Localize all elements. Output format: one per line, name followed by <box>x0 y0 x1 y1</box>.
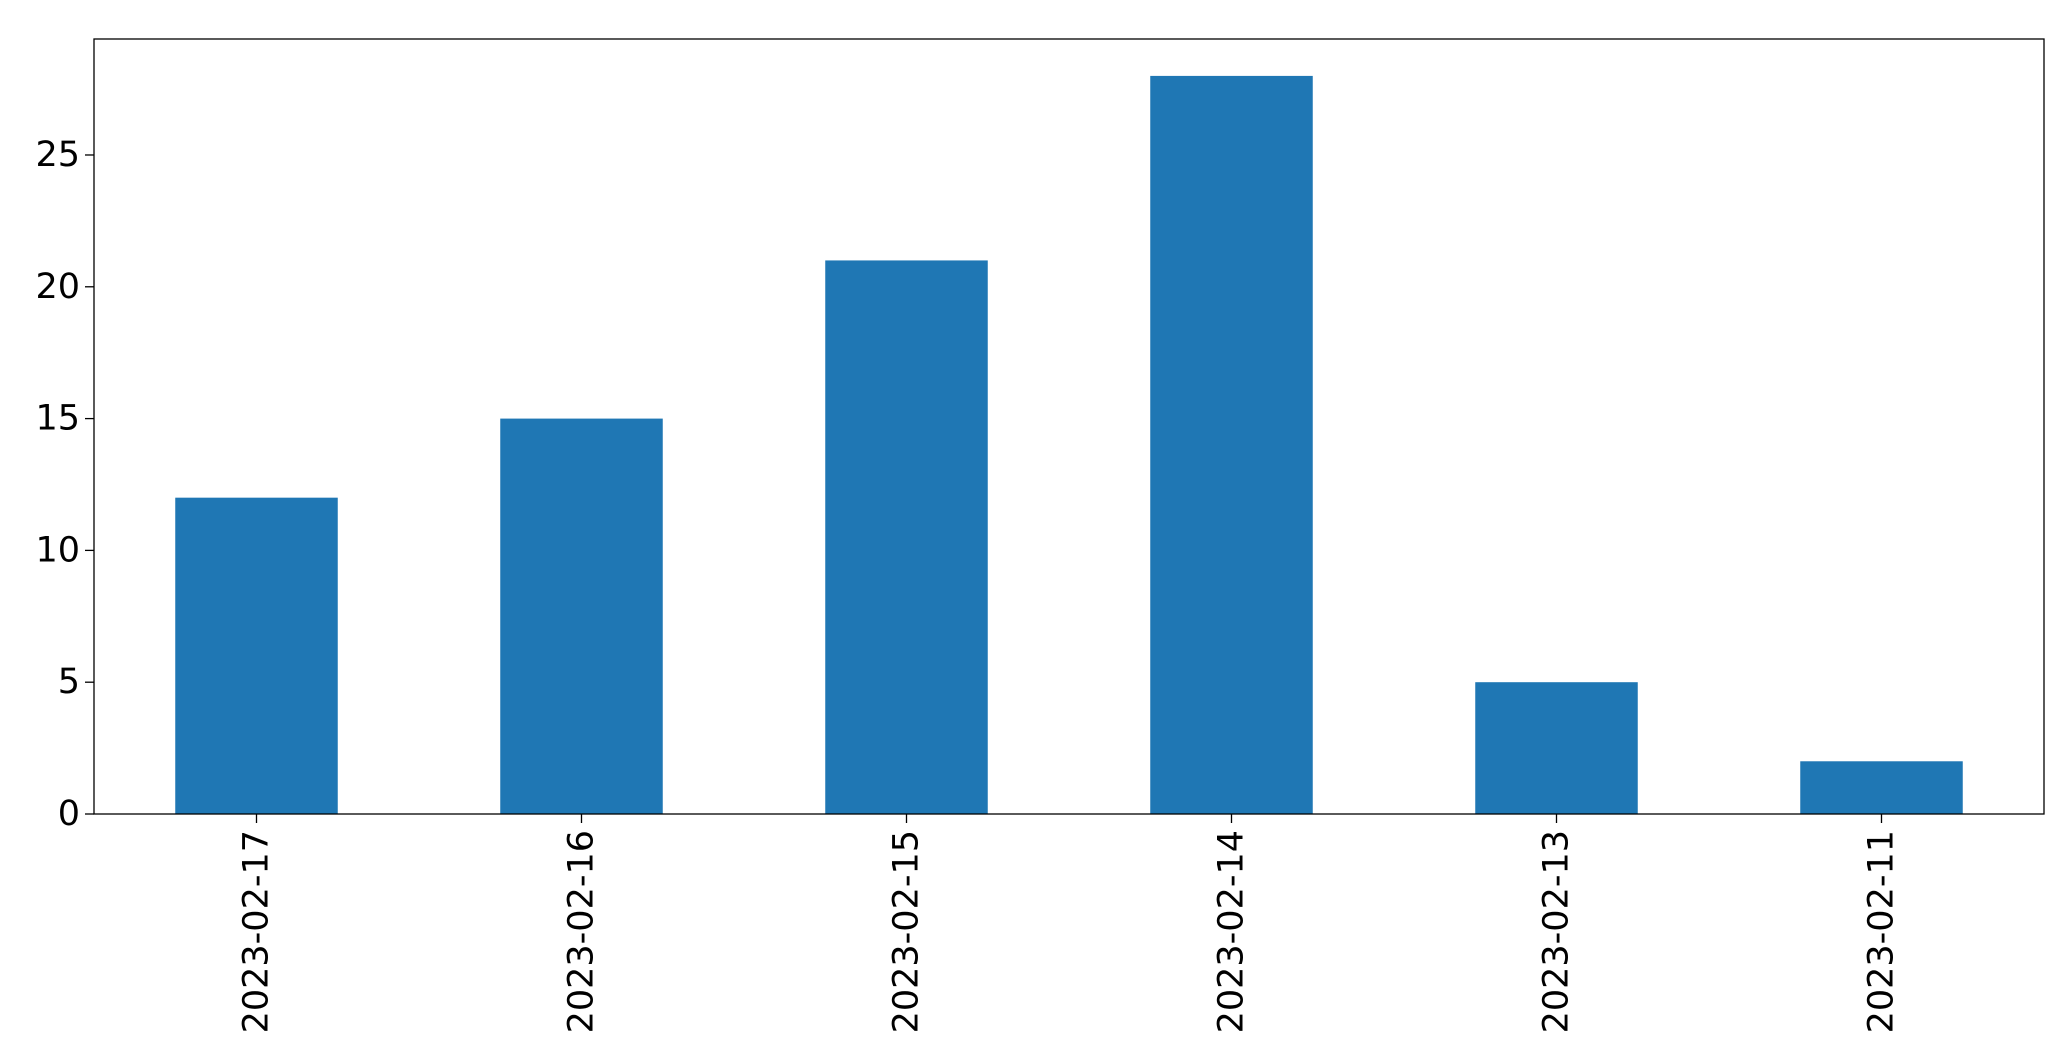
bars-group <box>175 75 1963 814</box>
bar-2023-02-11 <box>1800 761 1963 814</box>
x-tick-label: 2023-02-13 <box>1537 830 1577 1033</box>
x-tick-label: 2023-02-15 <box>887 830 927 1033</box>
x-tick-label: 2023-02-17 <box>237 830 277 1033</box>
y-tick-label: 25 <box>35 135 80 175</box>
x-tick-label: 2023-02-16 <box>562 830 602 1033</box>
bar-2023-02-13 <box>1475 682 1638 814</box>
bar-2023-02-15 <box>825 260 988 814</box>
bar-2023-02-17 <box>175 497 338 814</box>
x-tick-label: 2023-02-11 <box>1862 830 1902 1033</box>
y-tick-label: 20 <box>35 267 80 307</box>
plot-area-frame <box>93 38 2045 815</box>
y-tick-label: 5 <box>58 662 80 702</box>
y-tick-label: 15 <box>35 399 80 439</box>
x-axis: 2023-02-17 2023-02-16 2023-02-15 2023-02-14… <box>237 814 1902 1033</box>
y-tick-label: 10 <box>35 530 80 570</box>
y-tick-label: 0 <box>58 794 80 834</box>
bar-2023-02-16 <box>500 418 663 814</box>
x-tick-label: 2023-02-14 <box>1212 830 1252 1033</box>
y-axis: 0 5 10 15 20 25 <box>35 135 94 834</box>
bar-2023-02-14 <box>1150 75 1313 814</box>
